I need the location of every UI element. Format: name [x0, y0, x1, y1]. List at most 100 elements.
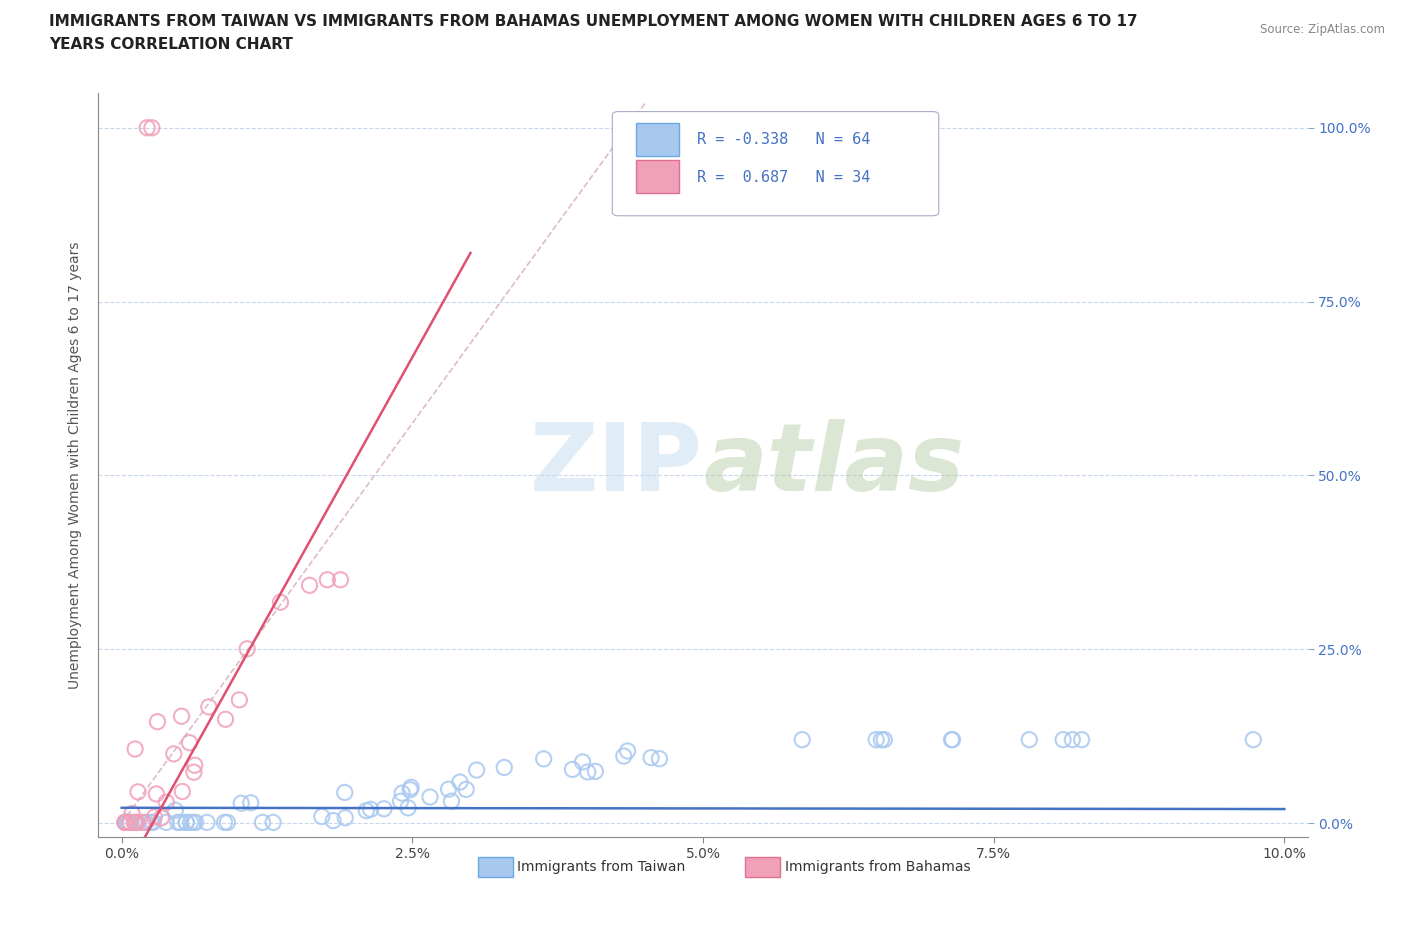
Point [1070, 732, 1092, 747]
Point [136, 120, 159, 135]
Point [124, 815, 146, 830]
Point [184, 815, 207, 830]
Point [127, 815, 149, 830]
Point [440, 794, 463, 809]
Y-axis label: Unemployment Among Women with Children Ages 6 to 17 years: Unemployment Among Women with Children A… [69, 241, 83, 689]
Point [576, 764, 599, 779]
Point [1241, 732, 1264, 747]
Point [269, 595, 291, 610]
Point [170, 709, 193, 724]
Point [1018, 732, 1040, 747]
Point [389, 794, 412, 809]
Point [142, 815, 165, 830]
Point [356, 804, 378, 818]
Point [114, 815, 136, 830]
Point [139, 815, 162, 830]
Point [124, 741, 146, 756]
Point [792, 732, 814, 747]
Point [145, 787, 167, 802]
Point [165, 803, 187, 817]
Point [465, 763, 488, 777]
Text: Source: ZipAtlas.com: Source: ZipAtlas.com [1260, 23, 1385, 36]
Point [399, 782, 422, 797]
Point [117, 815, 139, 830]
Text: IMMIGRANTS FROM TAIWAN VS IMMIGRANTS FROM BAHAMAS UNEMPLOYMENT AMONG WOMEN WITH : IMMIGRANTS FROM TAIWAN VS IMMIGRANTS FRO… [49, 14, 1137, 29]
Point [195, 815, 218, 830]
Text: Immigrants from Bahamas: Immigrants from Bahamas [785, 859, 970, 874]
Point [616, 743, 638, 758]
Point [311, 809, 333, 824]
Point [114, 815, 136, 830]
Point [333, 785, 356, 800]
Point [118, 815, 141, 830]
Point [122, 815, 145, 830]
Point [456, 782, 478, 797]
Point [146, 714, 169, 729]
Point [172, 784, 194, 799]
Point [117, 815, 139, 830]
Point [941, 732, 963, 747]
Point [217, 815, 239, 830]
Point [198, 699, 221, 714]
Point [262, 815, 284, 830]
Point [135, 815, 157, 830]
Point [132, 815, 155, 830]
Text: R =  0.687   N = 34: R = 0.687 N = 34 [697, 169, 870, 184]
Point [169, 815, 191, 830]
Text: atlas: atlas [703, 419, 965, 511]
Point [941, 732, 963, 747]
Point [1062, 732, 1084, 747]
Point [870, 732, 893, 747]
Point [583, 764, 606, 778]
Point [335, 810, 357, 825]
Point [155, 815, 177, 830]
Point [120, 815, 142, 830]
Point [239, 795, 262, 810]
Point [127, 784, 149, 799]
Point [114, 815, 136, 830]
Point [391, 786, 413, 801]
Point [449, 775, 471, 790]
Point [231, 796, 253, 811]
Point [494, 760, 516, 775]
Point [166, 815, 188, 830]
Text: ZIP: ZIP [530, 419, 703, 511]
Point [419, 790, 441, 804]
Point [228, 693, 250, 708]
Point [252, 815, 274, 830]
Text: YEARS CORRELATION CHART: YEARS CORRELATION CHART [49, 37, 292, 52]
Point [143, 810, 166, 825]
Point [571, 754, 593, 769]
Point [214, 711, 236, 726]
Point [360, 802, 382, 817]
Point [114, 815, 136, 830]
FancyBboxPatch shape [637, 123, 679, 156]
Point [437, 782, 460, 797]
Point [214, 815, 236, 830]
Point [179, 736, 201, 751]
Point [865, 732, 887, 747]
Point [316, 572, 339, 587]
Point [125, 815, 148, 830]
FancyBboxPatch shape [637, 160, 679, 193]
Point [399, 780, 422, 795]
Point [640, 751, 662, 765]
Point [121, 806, 143, 821]
Point [155, 795, 177, 810]
Point [1052, 732, 1074, 747]
Point [114, 815, 136, 830]
Point [180, 815, 202, 830]
Point [176, 815, 198, 830]
Point [613, 749, 636, 764]
Point [322, 813, 344, 828]
Point [141, 120, 163, 135]
Point [150, 810, 173, 825]
Point [873, 732, 896, 747]
Point [132, 815, 155, 830]
Text: Immigrants from Taiwan: Immigrants from Taiwan [517, 859, 686, 874]
Point [236, 642, 259, 657]
Point [183, 815, 205, 830]
FancyBboxPatch shape [613, 112, 939, 216]
Point [373, 802, 395, 817]
Point [561, 762, 583, 777]
